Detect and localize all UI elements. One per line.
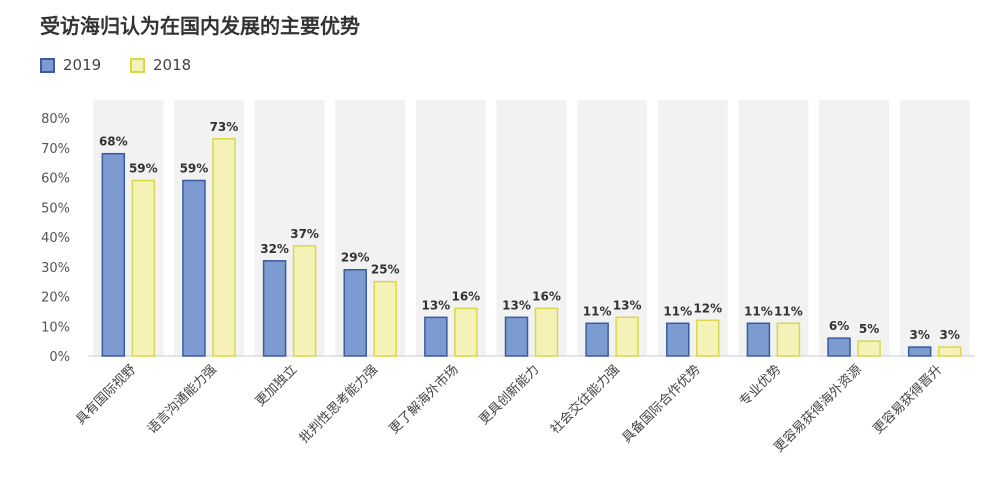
category-label: 批判性思考能力强	[297, 362, 381, 446]
category-label: 具有国际视野	[73, 362, 139, 428]
bar-2019	[666, 322, 690, 357]
y-tick-label: 60%	[41, 172, 70, 187]
bar-2018	[454, 307, 478, 357]
bar-2018	[534, 307, 559, 357]
bar-2018	[212, 138, 236, 357]
background-band	[657, 100, 728, 356]
bar-2019	[585, 322, 609, 357]
data-label-2019: 11%	[583, 304, 612, 318]
y-tick-label: 20%	[41, 291, 70, 306]
background-band	[738, 100, 809, 356]
data-label-2019: 29%	[341, 251, 370, 265]
bar-2019	[343, 268, 367, 357]
data-label-2019: 59%	[180, 161, 209, 175]
category-label: 更具创新能力	[476, 362, 542, 428]
chart-title: 受访海归认为在国内发展的主要优势	[40, 14, 360, 38]
data-label-2018: 73%	[210, 120, 239, 134]
y-tick-label: 70%	[41, 142, 70, 157]
y-tick-label: 50%	[41, 201, 70, 216]
data-label-2019: 11%	[744, 304, 773, 318]
bar-2018	[776, 322, 801, 357]
legend-label-2019: 2019	[63, 56, 102, 74]
y-tick-label: 40%	[41, 231, 70, 246]
data-label-2019: 13%	[421, 298, 450, 312]
bar-2019	[182, 179, 206, 357]
category-label: 社会交往能力强	[547, 362, 623, 438]
legend-label-2018: 2018	[153, 56, 192, 74]
data-label-2019: 68%	[99, 135, 128, 149]
data-label-2018: 37%	[290, 227, 319, 241]
data-label-2018: 12%	[693, 301, 722, 315]
bar-2018	[857, 340, 881, 357]
category-label: 更加独立	[253, 362, 300, 409]
legend-item-2019: 2019	[40, 56, 101, 74]
bar-2019	[101, 152, 126, 357]
bar-2019	[262, 260, 287, 357]
data-label-2019: 6%	[829, 319, 849, 333]
data-label-2019: 11%	[663, 304, 692, 318]
bar-2019	[907, 346, 932, 357]
data-label-2018: 11%	[774, 304, 803, 318]
category-label: 更容易获得晋升	[870, 362, 946, 438]
legend-swatch-2019	[40, 57, 55, 73]
bar-2018	[131, 179, 156, 357]
data-label-2019: 13%	[502, 298, 531, 312]
bar-2018	[292, 245, 317, 357]
data-label-2018: 59%	[129, 161, 158, 175]
category-label: 具备国际合作优势	[619, 362, 704, 447]
bar-2019	[504, 316, 529, 357]
legend-item-2018: 2018	[130, 56, 191, 74]
legend-swatch-2018	[130, 57, 145, 73]
category-label: 专业优势	[736, 362, 784, 410]
background-band	[577, 100, 648, 356]
data-label-2019: 32%	[260, 242, 289, 256]
category-label: 更了解海外市场	[386, 362, 462, 438]
y-tick-label: 30%	[41, 261, 70, 276]
data-label-2018: 3%	[939, 328, 959, 342]
bar-2019	[746, 322, 771, 357]
category-label: 更容易获得海外资源	[771, 362, 865, 456]
data-label-2018: 25%	[371, 263, 400, 277]
bar-2018	[615, 316, 639, 357]
data-label-2018: 13%	[613, 298, 642, 312]
bar-2018	[696, 319, 720, 357]
data-label-2019: 3%	[909, 328, 929, 342]
background-band	[819, 100, 890, 356]
bar-2018	[373, 280, 397, 357]
y-tick-label: 0%	[49, 350, 70, 365]
data-label-2018: 16%	[532, 289, 561, 303]
bar-2019	[827, 337, 851, 357]
bar-2018	[937, 346, 962, 357]
data-label-2018: 5%	[859, 322, 879, 336]
background-band	[899, 100, 970, 356]
y-tick-label: 80%	[41, 112, 70, 127]
bar-2019	[424, 316, 448, 357]
y-tick-label: 10%	[41, 320, 70, 335]
data-label-2018: 16%	[451, 289, 480, 303]
category-label: 语言沟通能力强	[145, 362, 220, 437]
